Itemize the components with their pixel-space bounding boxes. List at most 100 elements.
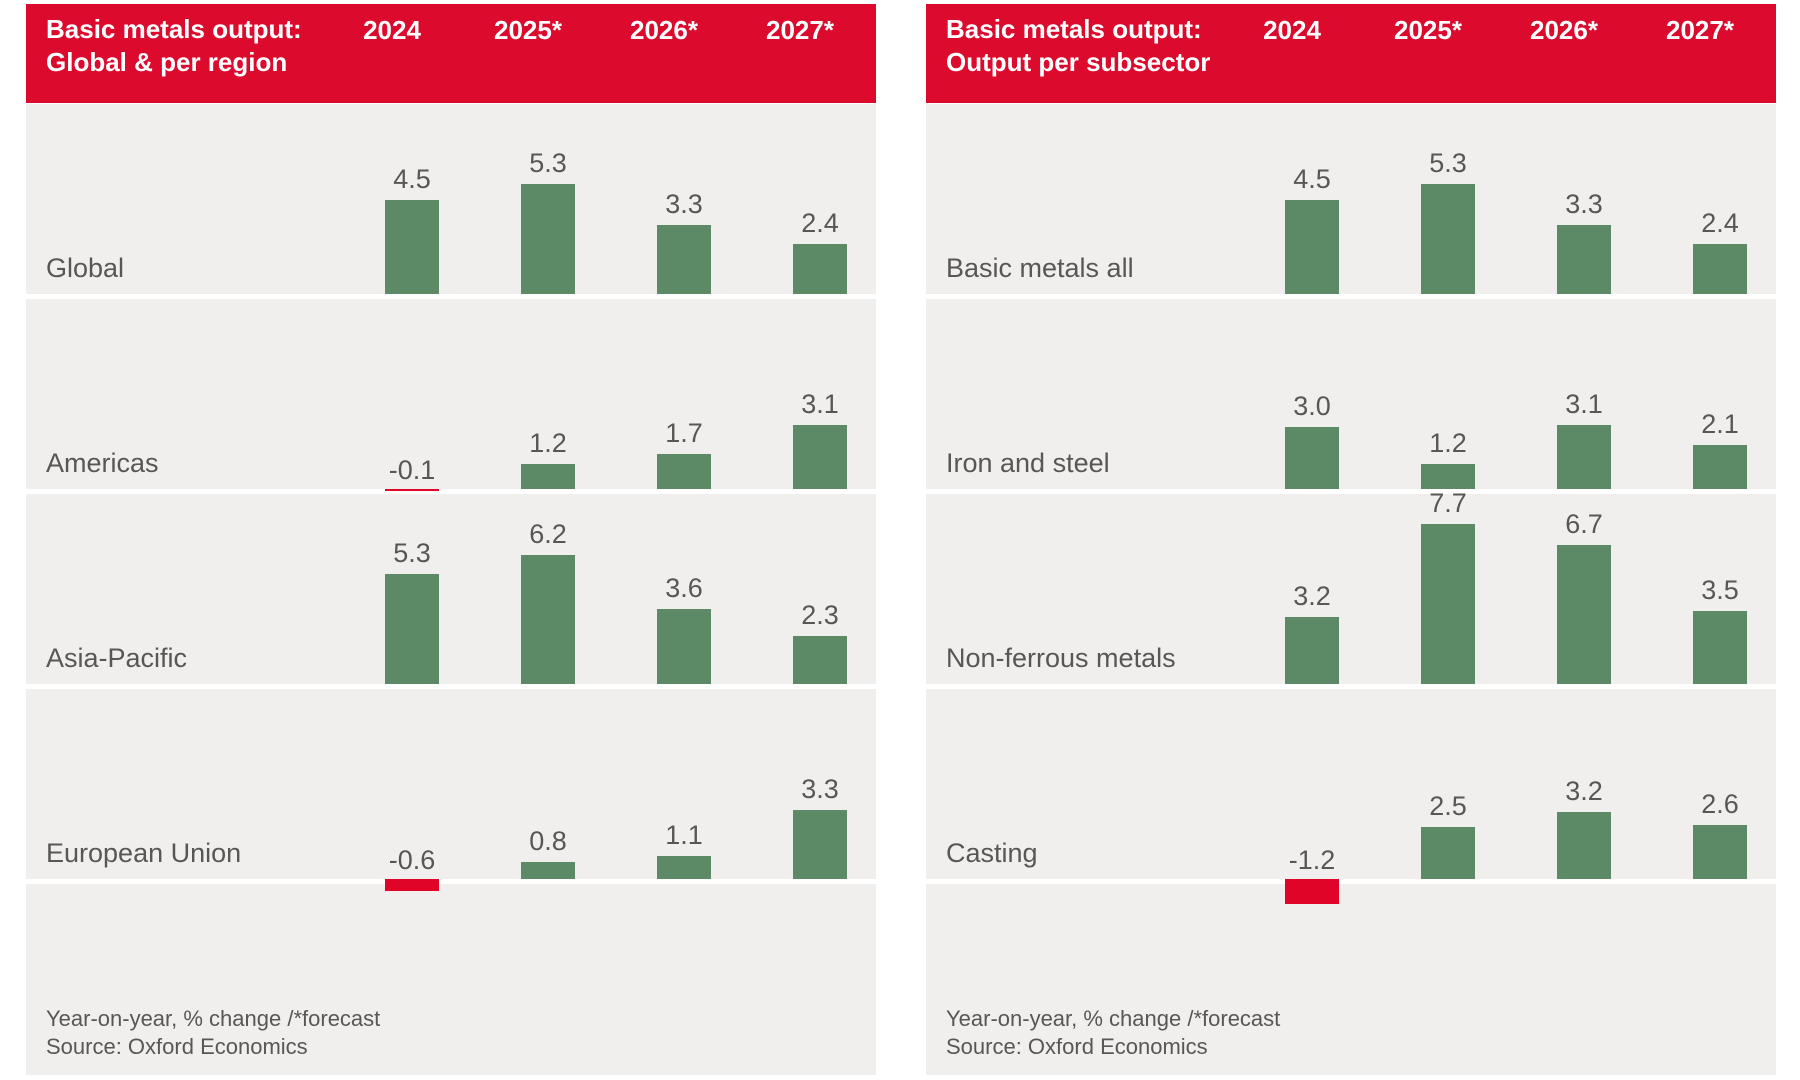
bar-positive: [657, 454, 711, 489]
panel-global-per-region: Basic metals output: Global & per region…: [26, 4, 876, 1075]
bar-value-label: 3.5: [1701, 575, 1739, 605]
bar-negative: [385, 879, 439, 891]
bar-value-label: 5.3: [1429, 148, 1467, 178]
footnote: Year-on-year, % change /*forecast Source…: [946, 1005, 1280, 1061]
bar-positive: [793, 636, 847, 684]
row-band: Casting -1.2 2.5 3.2 2.6: [926, 689, 1776, 904]
bar-positive: [657, 856, 711, 879]
panel-header: Basic metals output: Global & per region…: [26, 4, 876, 103]
year-header-2027: 2027*: [1666, 15, 1734, 45]
bar-positive: [1285, 427, 1339, 489]
bar-value-label: 3.0: [1293, 391, 1331, 421]
row-label: European Union: [46, 838, 242, 868]
bar-value-label: 2.1: [1701, 409, 1739, 439]
panel-header: Basic metals output: Output per subsecto…: [926, 4, 1776, 103]
row-band: Asia-Pacific 5.3 6.2 3.6 2.3: [26, 494, 876, 684]
bar-positive: [1557, 225, 1611, 294]
year-header-2025: 2025*: [494, 15, 562, 45]
bar-positive: [385, 574, 439, 684]
footnote-line1: Year-on-year, % change /*forecast: [46, 1006, 381, 1031]
bar-positive: [1421, 184, 1475, 294]
footnote-line2: Source: Oxford Economics: [946, 1034, 1208, 1059]
bar-value-label: 3.2: [1293, 581, 1331, 611]
bar-positive: [521, 862, 575, 879]
bar-negative: [1285, 879, 1339, 904]
bar-value-label: 3.3: [801, 774, 839, 804]
panel-title-line2: Output per subsector: [946, 47, 1211, 77]
bar-value-label: 2.5: [1429, 791, 1467, 821]
footnote-line1: Year-on-year, % change /*forecast: [946, 1006, 1281, 1031]
year-header-2026: 2026*: [1530, 15, 1598, 45]
bar-value-label: 6.2: [529, 519, 567, 549]
bar-value-label: 1.7: [665, 418, 703, 448]
bar-value-label: 3.3: [1565, 189, 1603, 219]
panel-title: Basic metals output: Global & per region: [46, 13, 302, 79]
bar-negative: [385, 489, 439, 491]
bar-value-label: 6.7: [1565, 509, 1603, 539]
bar-value-label: 3.6: [665, 573, 703, 603]
row-label: Iron and steel: [946, 448, 1110, 478]
bar-value-label: 2.3: [801, 600, 839, 630]
row-label: Asia-Pacific: [46, 643, 188, 673]
bar-positive: [1557, 425, 1611, 489]
row-label: Casting: [946, 838, 1038, 868]
bar-value-label: 4.5: [1293, 164, 1331, 194]
bar-value-label: -0.6: [388, 845, 436, 875]
bar-value-label: 0.8: [529, 826, 567, 856]
year-header-2024: 2024: [363, 15, 421, 45]
footnote: Year-on-year, % change /*forecast Source…: [46, 1005, 380, 1061]
rows-container: Global 4.5 5.3 3.3 2.4 Americas -0.1 1.2 1.7 3.1 A…: [26, 104, 876, 891]
bar-value-label: 3.1: [801, 389, 839, 419]
panel-title-line1: Basic metals output:: [946, 14, 1202, 44]
bar-value-label: 2.4: [801, 208, 839, 238]
bar-positive: [1557, 545, 1611, 684]
row-label: Basic metals all: [946, 253, 1134, 283]
bar-value-label: 5.3: [529, 148, 567, 178]
bar-positive: [521, 464, 575, 489]
bar-positive: [1693, 445, 1747, 489]
bar-value-label: 2.6: [1701, 789, 1739, 819]
panel-output-per-subsector: Basic metals output: Output per subsecto…: [926, 4, 1776, 1075]
bar-value-label: 3.2: [1565, 776, 1603, 806]
bar-positive: [1285, 617, 1339, 684]
bar-positive: [657, 609, 711, 684]
bar-value-label: 3.3: [665, 189, 703, 219]
year-header-2024: 2024: [1263, 15, 1321, 45]
bar-positive: [1693, 611, 1747, 684]
footnote-band: Year-on-year, % change /*forecast Source…: [26, 884, 876, 1075]
row-label: Global: [46, 253, 125, 283]
row-label: Americas: [46, 448, 159, 478]
bar-value-label: 2.4: [1701, 208, 1739, 238]
row-label: Non-ferrous metals: [946, 643, 1176, 673]
panel-title-line1: Basic metals output:: [46, 14, 302, 44]
bar-positive: [1693, 244, 1747, 294]
bar-value-label: 3.1: [1565, 389, 1603, 419]
bar-positive: [1557, 812, 1611, 879]
bar-value-label: 1.2: [529, 428, 567, 458]
footnote-line2: Source: Oxford Economics: [46, 1034, 308, 1059]
bar-positive: [1693, 825, 1747, 879]
row-band: European Union -0.6 0.8 1.1 3.3: [26, 689, 876, 891]
bar-positive: [1421, 524, 1475, 684]
bar-positive: [793, 425, 847, 489]
bar-positive: [1421, 827, 1475, 879]
bar-value-label: 1.2: [1429, 428, 1467, 458]
year-header-2026: 2026*: [630, 15, 698, 45]
bar-value-label: -0.1: [388, 455, 436, 485]
year-header-2025: 2025*: [1394, 15, 1462, 45]
row-band: Global 4.5 5.3 3.3 2.4: [26, 104, 876, 294]
rows-container: Basic metals all 4.5 5.3 3.3 2.4 Iron and ste…: [926, 104, 1776, 904]
bar-positive: [1421, 464, 1475, 489]
bar-positive: [793, 810, 847, 879]
bar-positive: [521, 184, 575, 294]
bar-value-label: 1.1: [665, 820, 703, 850]
bar-value-label: 5.3: [393, 538, 431, 568]
bar-positive: [793, 244, 847, 294]
bar-positive: [521, 555, 575, 684]
footnote-band: Year-on-year, % change /*forecast Source…: [926, 884, 1776, 1075]
bar-value-label: 4.5: [393, 164, 431, 194]
row-band: Americas -0.1 1.2 1.7 3.1: [26, 299, 876, 491]
panel-title: Basic metals output: Output per subsecto…: [946, 13, 1210, 79]
bar-positive: [1285, 200, 1339, 294]
